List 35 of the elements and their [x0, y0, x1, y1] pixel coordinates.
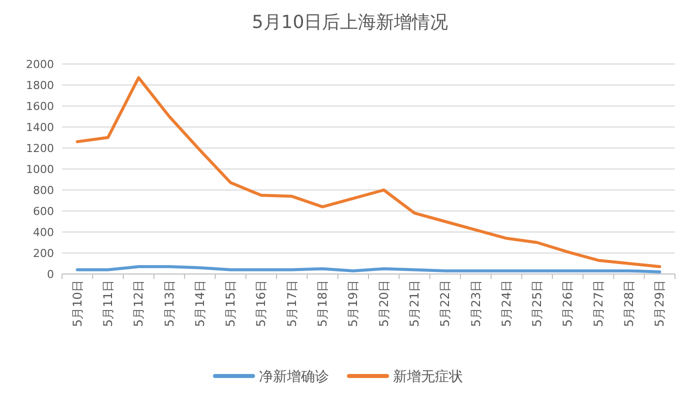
y-tick-label: 2000	[26, 58, 54, 71]
y-tick-label: 400	[33, 226, 54, 239]
legend-label: 净新增确诊	[259, 369, 329, 385]
x-tick-label: 5月14日	[192, 280, 207, 327]
line-series	[76, 76, 662, 268]
y-tick-label: 1600	[26, 100, 54, 113]
y-tick-label: 1800	[26, 79, 54, 92]
x-tick-label: 5月13日	[162, 280, 176, 327]
x-tick-label: 5月12日	[132, 280, 146, 327]
y-tick-label: 0	[47, 268, 54, 281]
y-tick-label: 800	[33, 184, 54, 197]
chart-title: 5月10日后上海新增情况	[252, 12, 448, 33]
y-tick-label: 1000	[26, 163, 54, 176]
x-tick-label: 5月24日	[499, 280, 514, 327]
x-tick-label: 5月15日	[224, 280, 238, 327]
y-tick-label: 1400	[26, 121, 54, 134]
x-tick-label: 5月17日	[284, 280, 299, 327]
x-tick-label: 5月21日	[407, 280, 422, 327]
x-tick-label: 5月28日	[622, 280, 636, 327]
y-tick-label: 600	[33, 205, 54, 218]
x-tick-label: 5月26日	[560, 280, 575, 327]
legend-label: 新增无症状	[393, 369, 463, 385]
x-tick-label: 5月29日	[652, 280, 667, 327]
x-tick-label: 5月10日	[70, 280, 84, 327]
x-tick-label: 5月27日	[591, 280, 606, 327]
y-tick-label: 200	[33, 247, 54, 260]
y-tick-label: 1200	[26, 142, 54, 155]
x-tick-label: 5月16日	[254, 280, 268, 327]
x-tick-label: 5月20日	[376, 280, 391, 327]
x-tick-label: 5月18日	[316, 280, 330, 327]
x-tick-label: 5月25日	[530, 280, 544, 327]
x-tick-label: 5月11日	[100, 280, 115, 327]
x-tick-label: 5月22日	[438, 280, 452, 327]
x-tick-label: 5月23日	[468, 280, 483, 327]
x-tick-label: 5月19日	[346, 280, 360, 327]
